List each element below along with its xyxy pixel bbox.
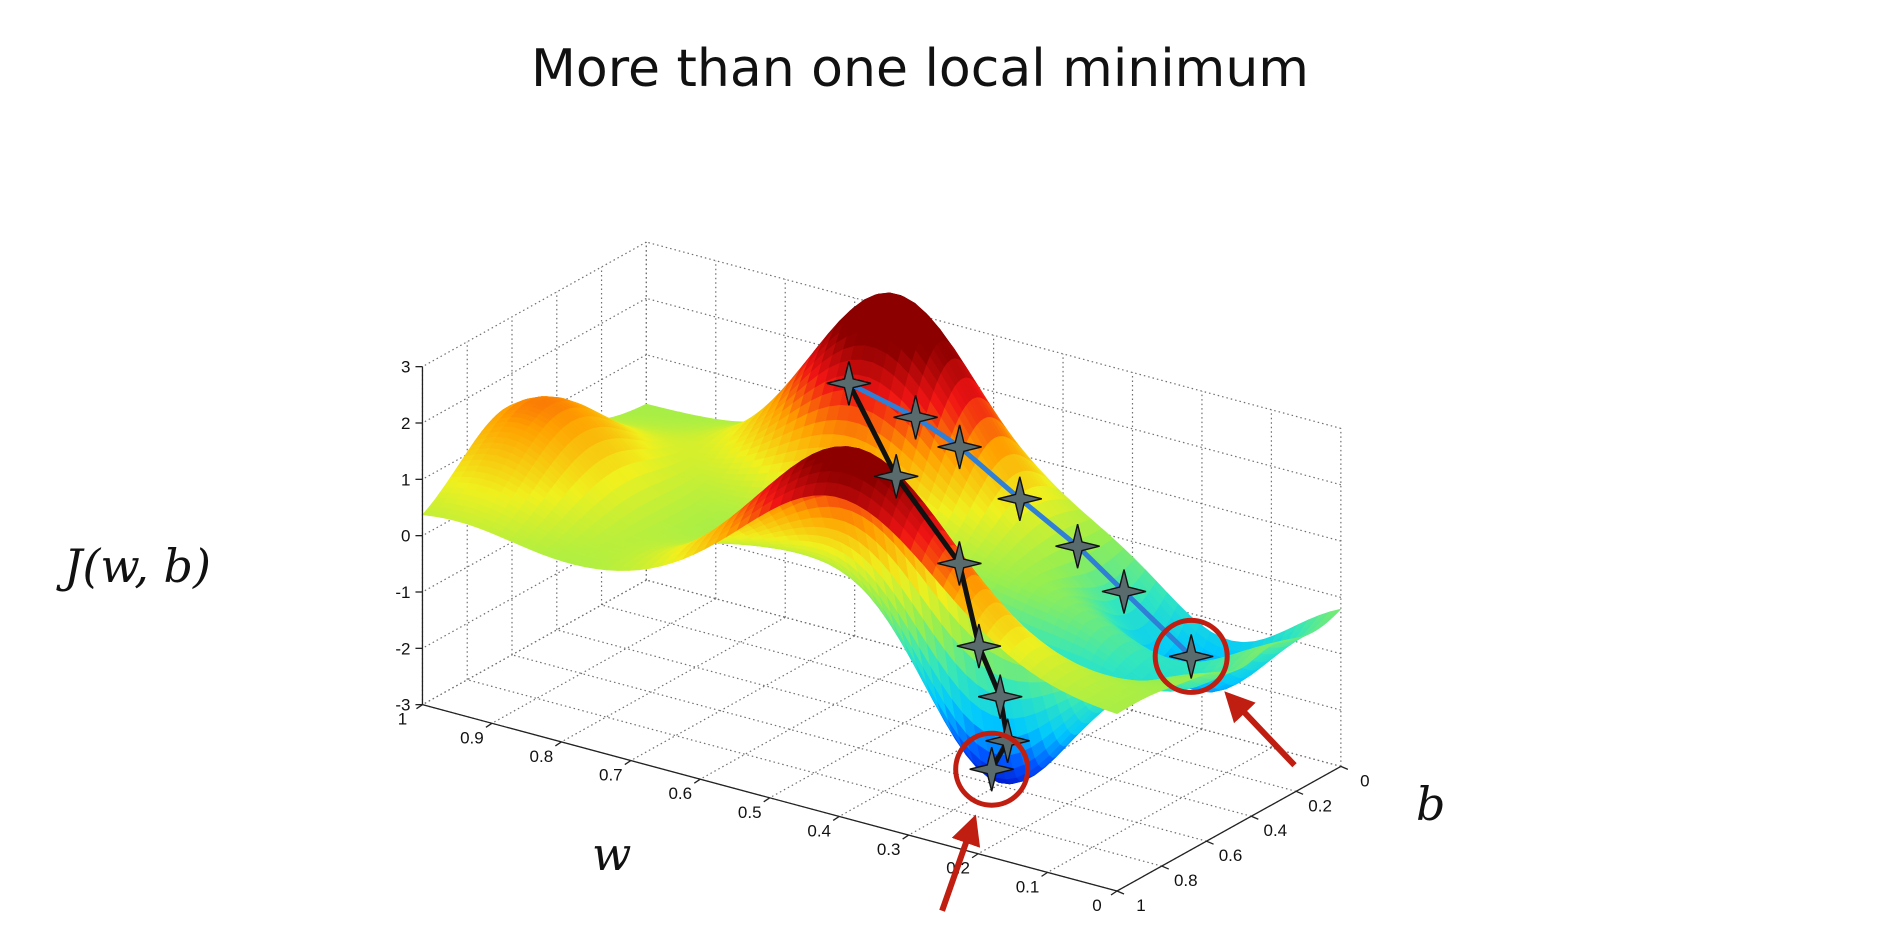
w-tick-mark (555, 741, 562, 747)
w-tick-mark (624, 760, 632, 766)
floor-gridline (556, 629, 1252, 817)
b-tick-mark (1340, 765, 1349, 771)
w-tick-label: 0.5 (738, 803, 762, 822)
z-tick-label: -2 (395, 639, 410, 658)
b-tick-mark (1161, 865, 1170, 870)
w-tick-label: 1 (398, 710, 407, 729)
w-tick-label: 0.9 (460, 728, 484, 747)
b-tick-mark (1251, 815, 1259, 820)
z-axis-label: J(w, b) (56, 539, 211, 593)
wall-gridline (646, 579, 1342, 767)
w-tick-mark (971, 853, 979, 859)
wall-gridline (422, 579, 647, 706)
b-tick-mark (1295, 790, 1304, 795)
floor-gridline (630, 635, 855, 762)
b-tick-label: 0.8 (1174, 871, 1198, 890)
wall-gridline (646, 241, 1342, 429)
floor-gridline (491, 598, 717, 724)
wall-gridline (422, 241, 647, 368)
local-minimum-arrow (1224, 691, 1297, 768)
w-tick-mark (763, 797, 771, 803)
w-tick-mark (1110, 890, 1118, 896)
z-tick-label: -1 (395, 583, 410, 602)
w-tick-mark (832, 815, 840, 822)
b-tick-label: 0.2 (1308, 796, 1332, 815)
w-tick-label: 0.6 (668, 784, 692, 803)
w-tick-label: 0.4 (807, 821, 831, 840)
b-tick-label: 0.4 (1263, 821, 1287, 840)
w-tick-mark (902, 834, 909, 840)
b-axis-label: b (1416, 777, 1445, 831)
w-tick-label: 0.8 (530, 747, 554, 766)
z-tick-label: 1 (401, 470, 410, 489)
wall-gridline (646, 354, 1342, 542)
w-tick-mark (485, 722, 493, 728)
w-tick-label: 0.1 (1016, 877, 1040, 896)
floor-gridline (511, 654, 1207, 842)
b-tick-label: 1 (1136, 896, 1145, 915)
b-tick-label: 0 (1360, 771, 1369, 790)
chart-title: More than one local minimum (531, 39, 1309, 99)
w-tick-label: 0.3 (877, 840, 901, 859)
wall-gridline (646, 523, 1342, 711)
floor-gridline (561, 616, 786, 743)
floor-gridline (601, 604, 1297, 792)
z-tick-label: 3 (401, 358, 410, 377)
floor-gridline (467, 679, 1162, 867)
b-tick-mark (1206, 840, 1214, 845)
floor-gridline (699, 654, 925, 780)
surface-layer (421, 292, 1342, 785)
b-tick-mark (1116, 890, 1125, 895)
floor-gridline (422, 579, 647, 706)
z-tick-label: 2 (401, 414, 410, 433)
w-tick-label: 0.7 (599, 766, 623, 785)
b-axis-line (1116, 765, 1342, 892)
w-tick-label: 0 (1092, 896, 1101, 915)
w-tick-mark (1041, 871, 1048, 877)
wall-gridline (646, 297, 1342, 486)
z-tick-label: 0 (401, 527, 410, 546)
w-axis-label: w (592, 827, 631, 881)
w-tick-mark (693, 778, 701, 784)
b-tick-label: 0.6 (1219, 846, 1243, 865)
